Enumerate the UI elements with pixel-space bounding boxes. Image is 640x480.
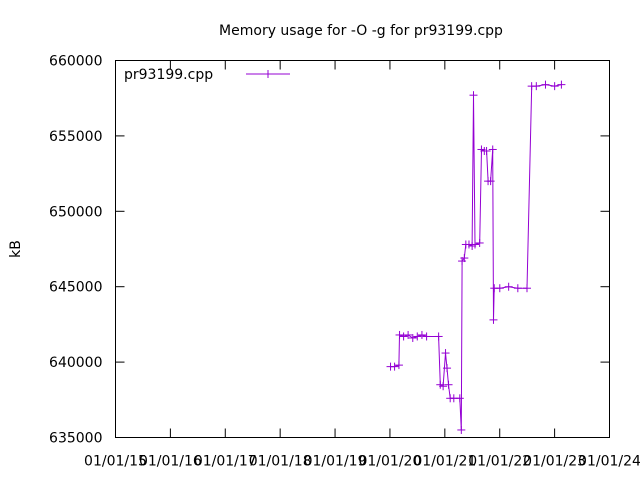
data-point <box>489 315 498 324</box>
x-tick-label: 01/01/20 <box>358 454 421 470</box>
data-point <box>470 240 479 249</box>
data-point <box>441 349 450 358</box>
data-point <box>395 330 404 339</box>
chart-title: Memory usage for -O -g for pr93199.cpp <box>219 23 503 39</box>
data-point <box>495 284 504 293</box>
y-tick-label: 660000 <box>49 54 102 70</box>
y-axis-label: kB <box>8 240 24 258</box>
data-point <box>455 394 464 403</box>
data-point <box>434 332 443 341</box>
data-point <box>404 330 413 339</box>
y-tick-label: 640000 <box>49 355 102 371</box>
data-point <box>408 333 417 342</box>
data-point <box>417 330 426 339</box>
data-point <box>504 282 513 291</box>
series-layer <box>386 80 566 434</box>
x-tick-label: 01/01/21 <box>413 454 476 470</box>
data-point <box>422 332 431 341</box>
data-point <box>394 361 403 370</box>
data-point <box>460 254 469 263</box>
data-point <box>457 425 466 434</box>
data-point <box>488 145 497 154</box>
data-point <box>482 146 491 155</box>
plot-frame <box>115 60 610 438</box>
y-axis-ticks: 635000 640000 645000 650000 655000 660000 <box>49 54 610 447</box>
y-tick-label: 635000 <box>49 431 102 447</box>
data-point <box>532 82 541 91</box>
data-point <box>541 80 550 89</box>
y-tick-label: 645000 <box>49 280 102 296</box>
x-tick-label: 01/01/18 <box>249 454 312 470</box>
data-point <box>475 238 484 247</box>
data-point <box>550 82 559 91</box>
x-tick-label: 01/01/23 <box>523 454 586 470</box>
x-tick-label: 01/01/24 <box>578 454 640 470</box>
data-point <box>444 380 453 389</box>
series-line <box>390 84 562 431</box>
y-tick-label: 650000 <box>49 204 102 220</box>
legend: pr93199.cpp <box>124 67 290 83</box>
data-point <box>522 284 531 293</box>
x-tick-label: 01/01/19 <box>304 454 367 470</box>
data-point <box>443 364 452 373</box>
data-point <box>439 382 448 391</box>
x-tick-label: 01/01/16 <box>139 454 202 470</box>
data-point <box>390 362 399 371</box>
data-point <box>413 332 422 341</box>
data-point <box>513 284 522 293</box>
x-axis-ticks: 01/01/1501/01/1601/01/1701/01/1801/01/19… <box>84 60 640 470</box>
x-tick-label: 01/01/22 <box>468 454 531 470</box>
data-point <box>469 91 478 100</box>
x-tick-label: 01/01/15 <box>84 454 147 470</box>
data-point <box>557 80 566 89</box>
legend-label: pr93199.cpp <box>124 67 213 83</box>
data-point <box>399 332 408 341</box>
x-tick-label: 01/01/17 <box>194 454 257 470</box>
data-point <box>486 177 495 186</box>
y-tick-label: 655000 <box>49 129 102 145</box>
